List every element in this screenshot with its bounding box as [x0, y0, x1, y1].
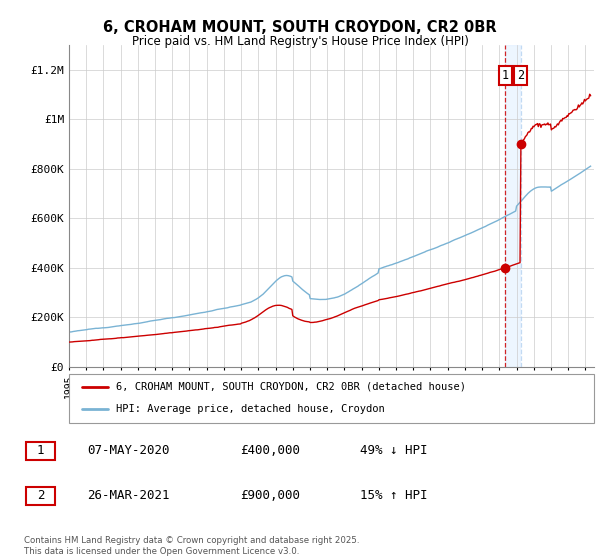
FancyBboxPatch shape [26, 442, 55, 460]
Text: 6, CROHAM MOUNT, SOUTH CROYDON, CR2 0BR: 6, CROHAM MOUNT, SOUTH CROYDON, CR2 0BR [103, 20, 497, 35]
Text: 6, CROHAM MOUNT, SOUTH CROYDON, CR2 0BR (detached house): 6, CROHAM MOUNT, SOUTH CROYDON, CR2 0BR … [116, 382, 466, 392]
Text: £900,000: £900,000 [240, 489, 300, 502]
Text: Contains HM Land Registry data © Crown copyright and database right 2025.
This d: Contains HM Land Registry data © Crown c… [24, 536, 359, 556]
Bar [505, 45, 520, 367]
Text: 2: 2 [517, 69, 524, 82]
FancyBboxPatch shape [69, 374, 594, 423]
Text: £400,000: £400,000 [240, 444, 300, 458]
Text: 1: 1 [37, 444, 44, 458]
Text: 2: 2 [37, 489, 44, 502]
Text: 49% ↓ HPI: 49% ↓ HPI [360, 444, 427, 458]
Text: 15% ↑ HPI: 15% ↑ HPI [360, 489, 427, 502]
Text: Price paid vs. HM Land Registry's House Price Index (HPI): Price paid vs. HM Land Registry's House … [131, 35, 469, 48]
Text: 07-MAY-2020: 07-MAY-2020 [87, 444, 170, 458]
FancyBboxPatch shape [26, 487, 55, 505]
Text: 1: 1 [502, 69, 509, 82]
Text: 26-MAR-2021: 26-MAR-2021 [87, 489, 170, 502]
Text: HPI: Average price, detached house, Croydon: HPI: Average price, detached house, Croy… [116, 404, 385, 414]
